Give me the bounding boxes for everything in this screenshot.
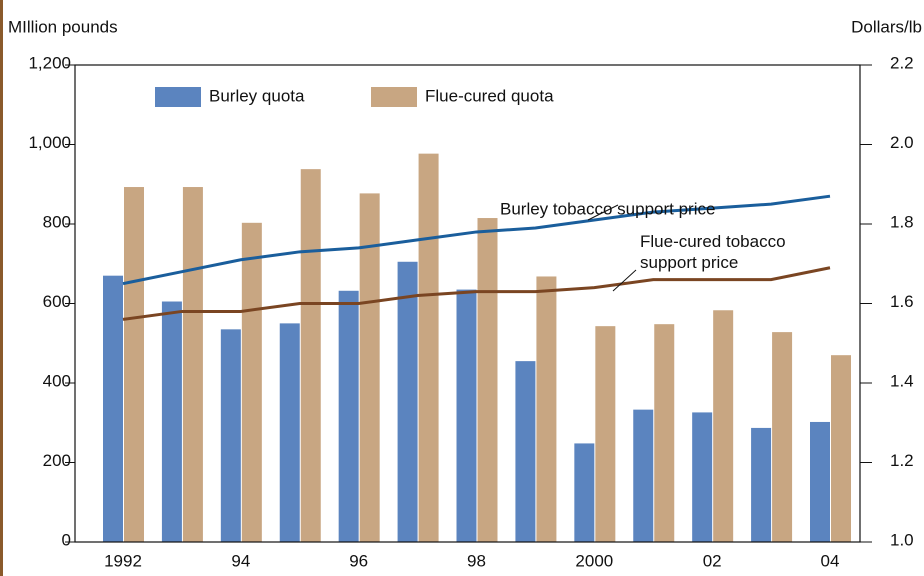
bar <box>595 326 616 542</box>
bar <box>831 355 851 542</box>
y-tick-label: 1,000 <box>28 133 71 152</box>
bar <box>515 361 536 542</box>
y2-tick-label: 1.0 <box>890 530 914 549</box>
y2-tick-label: 2.2 <box>890 53 914 72</box>
bar <box>692 412 713 542</box>
legend-swatch <box>155 87 201 107</box>
line-annotation: Flue-cured tobacco support price <box>640 232 790 272</box>
leader <box>587 204 619 221</box>
y2-axis-label: Dollars/lb <box>851 17 922 36</box>
y-tick-label: 400 <box>43 371 71 390</box>
y-axis-label: MIllion pounds <box>8 17 118 36</box>
bar <box>536 276 557 542</box>
x-tick-label: 1992 <box>104 551 142 570</box>
bar <box>477 218 498 542</box>
bar <box>182 187 203 542</box>
bar <box>397 261 418 542</box>
x-tick-label: 94 <box>231 551 250 570</box>
bar <box>810 421 830 542</box>
bar <box>751 427 772 542</box>
bar <box>359 193 380 542</box>
leader <box>612 269 637 292</box>
bar <box>418 153 439 542</box>
bar <box>772 332 793 542</box>
y-tick-label: 1,200 <box>28 53 71 72</box>
x-tick-label: 02 <box>703 551 722 570</box>
bar <box>241 222 262 542</box>
bar <box>103 275 123 542</box>
price-line <box>122 194 831 286</box>
bar <box>338 290 359 542</box>
bar <box>654 324 675 542</box>
x-tick-label: 2000 <box>575 551 613 570</box>
x-tick-label: 96 <box>349 551 368 570</box>
y-tick-label: 200 <box>43 451 71 470</box>
y2-tick-label: 1.8 <box>890 212 914 231</box>
legend-swatch <box>371 87 417 107</box>
price-line <box>122 266 831 321</box>
bar <box>161 301 182 542</box>
left-border <box>0 0 3 576</box>
bar <box>220 329 241 542</box>
x-tick-label: 04 <box>821 551 840 570</box>
bar <box>633 409 654 542</box>
x-tick-label: 98 <box>467 551 486 570</box>
bar <box>300 169 321 542</box>
y-tick-label: 800 <box>43 212 71 231</box>
y-tick-label: 600 <box>43 292 71 311</box>
y2-tick-label: 1.6 <box>890 292 914 311</box>
y-tick-label: 0 <box>62 530 71 549</box>
bar <box>279 323 300 542</box>
bar <box>574 443 595 542</box>
bar <box>713 310 734 542</box>
bar <box>456 289 477 542</box>
y2-tick-label: 1.4 <box>890 371 914 390</box>
legend-label: Flue-cured quota <box>425 86 554 105</box>
line-annotation: Burley tobacco support price <box>500 199 715 218</box>
y2-tick-label: 1.2 <box>890 451 914 470</box>
bar <box>124 187 144 542</box>
legend-label: Burley quota <box>209 86 305 105</box>
y2-tick-label: 2.0 <box>890 133 914 152</box>
